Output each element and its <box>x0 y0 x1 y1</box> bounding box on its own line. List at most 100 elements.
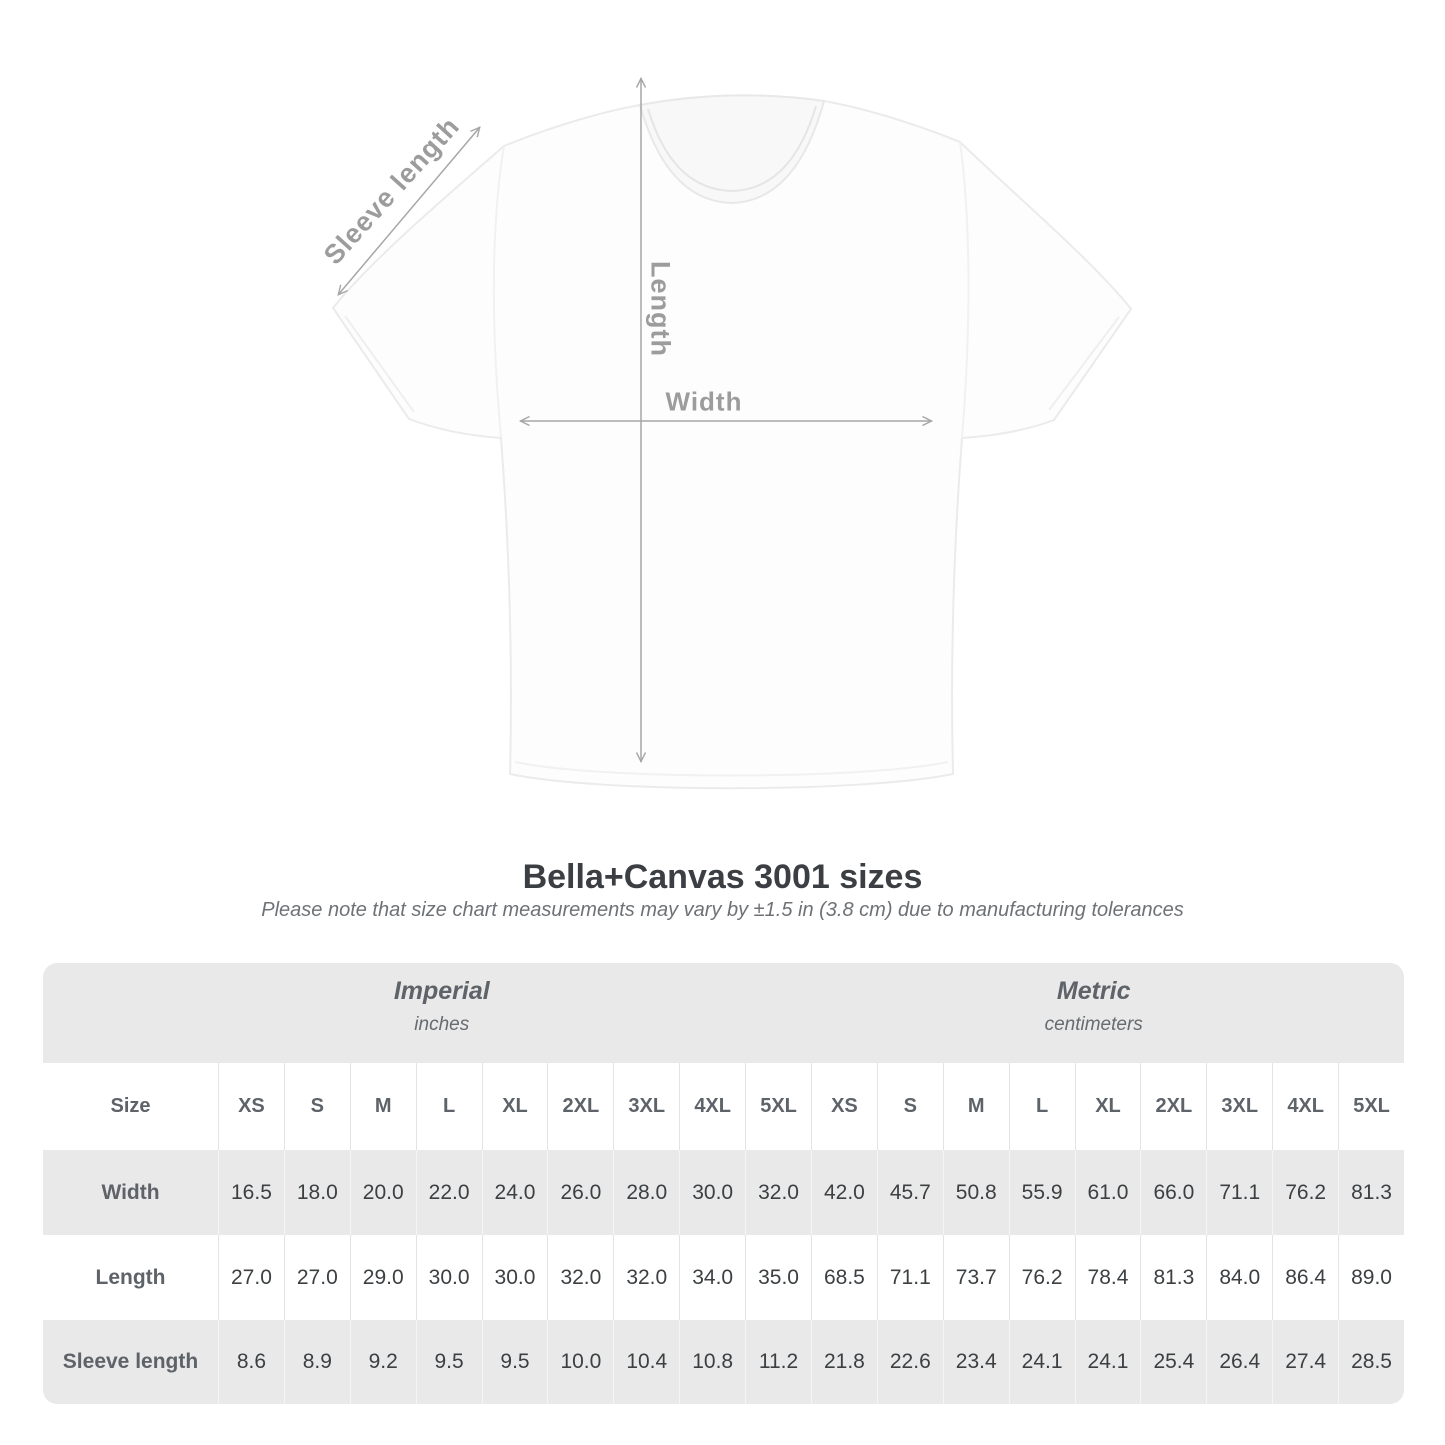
size-col-imperial-3xl: 3XL <box>613 1063 679 1150</box>
row-label-length: Length <box>95 1265 166 1289</box>
row-label-sleeve-length: Sleeve length <box>62 1350 199 1373</box>
cell-width-imperial-5xl: 32.0 <box>745 1150 811 1235</box>
tshirt-hem-seam <box>514 761 949 777</box>
cell-length-imperial-s: 27.0 <box>283 1235 350 1320</box>
cell-sleeve-length-metric-5xl: 28.5 <box>1338 1320 1404 1404</box>
size-col-imperial-m: M <box>349 1063 416 1150</box>
size-col-imperial-2xl: 2XL <box>547 1063 613 1150</box>
size-col-imperial-4xl: 4XL <box>679 1063 745 1150</box>
table-row-length: Length 27.0 27.0 29.0 30.0 30.0 32.0 32.0 34.0 35… <box>43 1235 1404 1320</box>
cell-length-imperial-l: 30.0 <box>415 1235 482 1320</box>
size-header-row: Size XS S M L XL 2XL 3XL 4XL 5XL XS S M L XL 2XL 3XL 4XL 5… <box>43 1063 1404 1150</box>
size-col-imperial-5xl: 5XL <box>745 1063 811 1150</box>
cell-length-metric-5xl: 89.0 <box>1338 1235 1404 1320</box>
size-chart-table: Imperial inches Metric centimeters Size X… <box>43 963 1404 1404</box>
cell-sleeve-length-imperial-3xl: 10.4 <box>613 1320 679 1404</box>
size-col-imperial-s: S <box>283 1063 350 1150</box>
cell-sleeve-length-imperial-xs: 8.6 <box>218 1320 284 1404</box>
cell-length-imperial-xl: 30.0 <box>481 1235 548 1320</box>
cell-sleeve-length-imperial-m: 9.2 <box>349 1320 416 1404</box>
cell-length-metric-4xl: 86.4 <box>1272 1235 1338 1320</box>
cell-width-metric-xl: 61.0 <box>1074 1150 1141 1235</box>
table-row-width: Width 16.5 18.0 20.0 22.0 24.0 26.0 28.0 30.0 32.… <box>43 1150 1404 1235</box>
cell-length-metric-l: 76.2 <box>1008 1235 1075 1320</box>
size-col-imperial-l: L <box>415 1063 482 1150</box>
tshirt-collar <box>638 94 826 205</box>
cell-sleeve-length-imperial-xl: 9.5 <box>481 1320 548 1404</box>
cell-width-imperial-4xl: 30.0 <box>679 1150 745 1235</box>
cell-width-metric-m: 50.8 <box>942 1150 1009 1235</box>
cell-width-imperial-2xl: 26.0 <box>547 1150 613 1235</box>
cell-width-metric-2xl: 66.0 <box>1140 1150 1206 1235</box>
size-col-metric-4xl: 4XL <box>1272 1063 1338 1150</box>
cell-width-imperial-s: 18.0 <box>283 1150 350 1235</box>
unit-group-imperial: Imperial inches <box>394 976 490 1036</box>
width-label: Width <box>665 386 743 417</box>
size-col-metric-5xl: 5XL <box>1338 1063 1404 1150</box>
cell-sleeve-length-metric-m: 23.4 <box>942 1320 1009 1404</box>
cell-width-metric-xs: 42.0 <box>810 1150 877 1235</box>
sleeve-length-arrow <box>337 126 481 296</box>
cell-sleeve-length-metric-s: 22.6 <box>876 1320 943 1404</box>
size-col-imperial-xs: XS <box>218 1063 284 1150</box>
cell-length-metric-m: 73.7 <box>942 1235 1009 1320</box>
unit-group-metric-unit: centimeters <box>1044 1014 1143 1035</box>
cell-width-imperial-l: 22.0 <box>415 1150 482 1235</box>
cell-width-metric-3xl: 71.1 <box>1206 1150 1272 1235</box>
tshirt-armhole-seam-left <box>492 145 505 438</box>
tshirt-armhole-seam-right <box>959 141 970 439</box>
unit-group-imperial-unit: inches <box>414 1014 470 1035</box>
table-row-sleeve-length: Sleeve length 8.6 8.9 9.2 9.5 9.5 10.0 10.4 10.8… <box>43 1320 1404 1404</box>
unit-group-metric-name: Metric <box>1056 977 1131 1005</box>
size-col-metric-2xl: 2XL <box>1140 1063 1206 1150</box>
size-col-metric-m: M <box>942 1063 1009 1150</box>
length-label: Length <box>645 261 676 357</box>
cell-sleeve-length-imperial-l: 9.5 <box>415 1320 482 1404</box>
cell-length-imperial-5xl: 35.0 <box>745 1235 811 1320</box>
tshirt-diagram <box>332 76 1132 790</box>
cell-length-imperial-3xl: 32.0 <box>613 1235 679 1320</box>
size-col-metric-xs: XS <box>810 1063 877 1150</box>
table-unit-header: Imperial inches Metric centimeters <box>43 963 1404 1063</box>
cell-length-metric-xl: 78.4 <box>1074 1235 1141 1320</box>
cell-sleeve-length-metric-4xl: 27.4 <box>1272 1320 1338 1404</box>
cell-length-imperial-xs: 27.0 <box>218 1235 284 1320</box>
table-body: Size XS S M L XL 2XL 3XL 4XL 5XL XS S M L XL 2XL 3XL 4XL 5… <box>43 1063 1404 1404</box>
cell-length-metric-2xl: 81.3 <box>1140 1235 1206 1320</box>
cell-length-imperial-2xl: 32.0 <box>547 1235 613 1320</box>
cell-sleeve-length-imperial-5xl: 11.2 <box>745 1320 811 1404</box>
cell-width-metric-s: 45.7 <box>876 1150 943 1235</box>
cell-sleeve-length-metric-xs: 21.8 <box>810 1320 877 1404</box>
cell-sleeve-length-metric-3xl: 26.4 <box>1206 1320 1272 1404</box>
cell-width-imperial-m: 20.0 <box>349 1150 416 1235</box>
unit-group-metric: Metric centimeters <box>1045 976 1143 1036</box>
cell-width-imperial-xl: 24.0 <box>481 1150 548 1235</box>
cell-sleeve-length-imperial-4xl: 10.8 <box>679 1320 745 1404</box>
tshirt-cuff-seam-right <box>1048 316 1120 411</box>
size-col-metric-s: S <box>876 1063 943 1150</box>
size-header-cell: Size <box>110 1095 151 1117</box>
tshirt-collar-band-line <box>647 105 817 193</box>
page-title: Bella+Canvas 3001 sizes <box>522 858 923 896</box>
cell-width-imperial-3xl: 28.0 <box>613 1150 679 1235</box>
cell-width-metric-5xl: 81.3 <box>1338 1150 1404 1235</box>
row-label-width: Width <box>101 1180 160 1204</box>
tshirt-cuff-seam-left <box>344 315 415 413</box>
page-subtitle: Please note that size chart measurements… <box>261 899 1184 921</box>
cell-width-metric-l: 55.9 <box>1008 1150 1075 1235</box>
cell-length-metric-s: 71.1 <box>876 1235 943 1320</box>
size-col-metric-xl: XL <box>1074 1063 1141 1150</box>
cell-sleeve-length-metric-2xl: 25.4 <box>1140 1320 1206 1404</box>
size-col-metric-3xl: 3XL <box>1206 1063 1272 1150</box>
cell-width-metric-4xl: 76.2 <box>1272 1150 1338 1235</box>
cell-sleeve-length-imperial-2xl: 10.0 <box>547 1320 613 1404</box>
unit-group-imperial-name: Imperial <box>393 977 490 1005</box>
cell-length-imperial-m: 29.0 <box>349 1235 416 1320</box>
cell-length-metric-3xl: 84.0 <box>1206 1235 1272 1320</box>
cell-length-metric-xs: 68.5 <box>810 1235 877 1320</box>
cell-sleeve-length-metric-xl: 24.1 <box>1074 1320 1141 1404</box>
cell-sleeve-length-imperial-s: 8.9 <box>283 1320 350 1404</box>
cell-sleeve-length-metric-l: 24.1 <box>1008 1320 1075 1404</box>
cell-width-imperial-xs: 16.5 <box>218 1150 284 1235</box>
